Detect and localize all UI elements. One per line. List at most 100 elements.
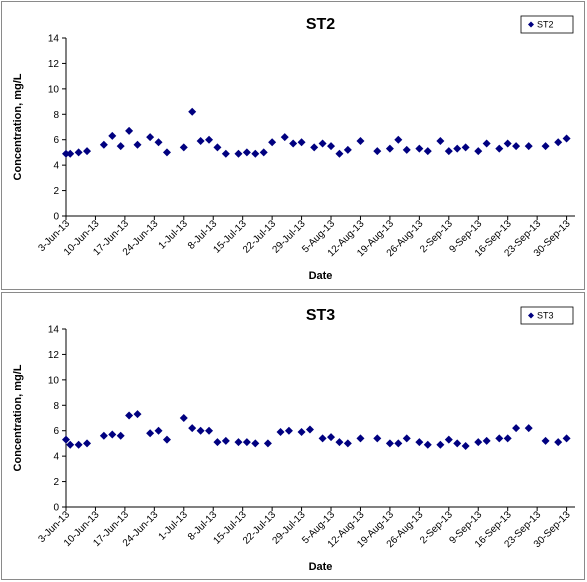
data-point [188,424,197,433]
chart-panel-st2: ST2 0 2 4 6 8 10 12 14 3-Jun-13 10-Jun-13 17-Jun-13… [1,1,585,290]
data-point [280,133,289,142]
data-point [461,143,470,152]
x-tick-label: 1-Jul-13 [157,509,191,543]
data-point [512,142,521,151]
data-point [242,148,251,157]
data-point [444,435,453,444]
data-point [495,144,504,153]
series-st2 [62,107,571,158]
chart-st2: ST2024681012143-Jun-1310-Jun-1317-Jun-13… [12,15,575,282]
y-tick-label: 8 [53,110,59,121]
y-tick-label: 14 [48,34,60,45]
data-point [251,149,260,158]
data-point [116,142,125,151]
y-tick-label: 4 [53,161,59,172]
data-point [318,434,327,443]
data-point [554,138,563,147]
y-tick-label: 6 [53,426,59,437]
y-axis-label: Concentration, mg/L [12,73,24,180]
legend-box [520,306,574,325]
data-point [415,438,424,447]
x-tick-label: 1-Jul-13 [157,218,191,252]
chart-panel-st3: ST3 0 2 4 6 8 10 12 14 3-Jun-13 10-Jun-13 17-Jun-13… [1,292,585,580]
data-point [83,147,92,156]
data-point [234,438,243,447]
data-point [474,438,483,447]
data-point [297,138,306,147]
data-point [125,126,134,135]
data-point [66,149,75,158]
data-point [116,431,125,440]
data-point [524,424,533,433]
data-point [62,149,70,158]
data-point [474,147,483,156]
y-tick-label: 0 [53,503,59,514]
data-point [524,142,533,151]
data-point [146,133,155,142]
legend: ST3 [520,306,574,325]
data-point [385,439,394,448]
data-point [162,435,171,444]
series-st3 [62,410,571,450]
data-point [62,435,70,444]
data-point [423,440,432,449]
data-point [74,148,83,157]
data-point [234,149,243,158]
data-point [125,411,134,420]
data-point [423,147,432,156]
legend-label: ST2 [537,20,554,30]
data-point [554,438,563,447]
chart-title: ST3 [306,307,335,324]
chart-st3: ST3024681012143-Jun-1310-Jun-1317-Jun-13… [12,306,575,573]
data-point [108,430,117,439]
data-point [394,439,403,448]
y-tick-label: 6 [53,135,59,146]
data-point [242,438,251,447]
data-point [318,139,327,148]
legend: ST2 [520,15,574,34]
data-point [310,143,319,152]
data-point [297,427,306,436]
y-tick-label: 10 [48,375,60,386]
data-point [512,424,521,433]
data-point [213,143,222,152]
data-point [99,140,108,149]
data-point [343,145,352,154]
data-point [541,142,550,151]
data-point [482,436,491,445]
data-point [436,440,445,449]
data-point [402,434,411,443]
data-point [562,434,571,443]
legend-marker [528,21,534,28]
y-tick-label: 0 [53,212,59,223]
data-point [356,434,365,443]
data-point [259,148,268,157]
data-point [503,434,512,443]
legend-box [520,15,574,34]
data-point [154,138,163,147]
data-point [289,139,298,148]
data-point [356,136,365,145]
data-point [276,427,285,436]
data-point [436,136,445,145]
y-tick-label: 10 [48,84,60,95]
data-point [541,436,550,445]
data-point [188,107,197,116]
data-point [179,414,188,422]
data-point [327,433,336,442]
data-point [66,440,75,449]
data-point [394,135,403,144]
y-tick-label: 12 [48,350,60,361]
data-point [503,139,512,148]
data-point [373,147,382,156]
data-point [196,426,205,435]
y-tick-label: 14 [48,325,60,336]
data-point [221,436,230,445]
legend-marker [528,312,534,319]
data-point [461,441,470,450]
y-tick-label: 8 [53,401,59,412]
x-axis-label: Date [309,270,333,282]
data-point [221,149,230,158]
data-point [74,440,83,449]
data-point [284,426,293,435]
